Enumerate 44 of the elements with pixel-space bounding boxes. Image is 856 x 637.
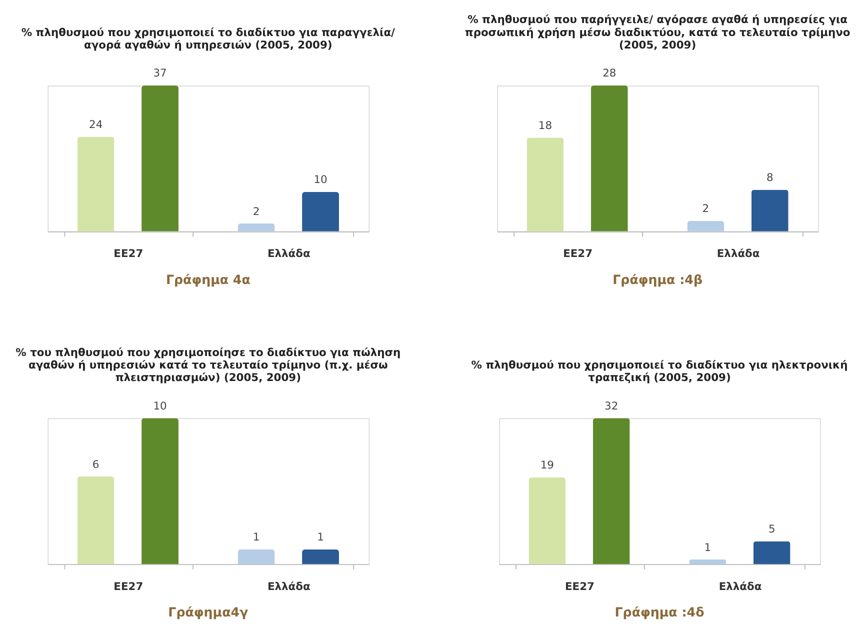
chart-title: % πληθυσμού που χρησιμοποιεί το διαδίκτυο για παραγγελία/ αγορά αγαθών ή υπηρεσιών (2005, 2009) — [21, 26, 396, 52]
data-label: 28 — [602, 66, 616, 80]
data-label: 6 — [92, 458, 100, 471]
data-label: 8 — [766, 170, 774, 184]
x-tick-label: ΕΕ27 — [565, 580, 594, 593]
data-label: 5 — [768, 522, 776, 536]
bar — [689, 560, 726, 564]
x-tick-label: ΕΕ27 — [563, 247, 593, 260]
data-label: 1 — [704, 540, 712, 554]
x-tick-label: ΕΕ27 — [114, 580, 144, 593]
x-tick-label: Ελλάδα — [716, 247, 760, 260]
chart-title: % του πληθυσμού που χρησιμοποίησε το διαδίκτυο για πώληση αγαθών ή υπηρεσιών κατά το τελευταίο τρίμηνο (π.χ. μέσω πλειστηριασμών) (2005, 2009) — [16, 346, 401, 384]
x-tick-label: ΕΕ27 — [114, 247, 144, 260]
text: Γράφημα :4β — [612, 272, 702, 287]
x-tick-label: Ελλάδα — [718, 580, 762, 593]
bar — [592, 418, 630, 564]
data-label: 32 — [604, 399, 618, 412]
bar — [528, 477, 566, 564]
chart-title: % πληθυσμού που χρησιμοποιεί το διαδίκτυο για ηλεκτρονική τραπεζική (2005, 2009) — [471, 358, 848, 384]
bar — [687, 220, 724, 232]
data-label: 10 — [153, 399, 168, 412]
data-label: 1 — [252, 530, 260, 544]
text: Γράφημα4γ — [168, 604, 249, 620]
x-tick-label: Ελλάδα — [267, 247, 310, 260]
data-label: 2 — [252, 204, 260, 218]
bar — [77, 136, 114, 232]
chart-title: % πληθυσμού που παρήγγειλε/ αγόρασε αγαθά ή υπηρεσίες για προσωπική χρήση μέσω διαδικτύου, κατά το τελευταίο τρίμηνο (2005, 2009) — [464, 13, 850, 52]
bar — [526, 138, 564, 232]
bar — [238, 224, 275, 232]
bar — [590, 85, 628, 232]
bar — [142, 85, 178, 232]
data-label: 37 — [153, 66, 167, 80]
data-label: 1 — [317, 530, 324, 544]
bar — [753, 541, 790, 564]
data-label: 24 — [89, 118, 103, 131]
x-tick-label: Ελλάδα — [267, 580, 310, 593]
data-label: 18 — [538, 118, 552, 132]
text: Γράφημα :4δ — [614, 604, 705, 620]
data-label: 2 — [702, 202, 710, 216]
data-label: 19 — [540, 458, 554, 472]
data-label: 10 — [314, 173, 328, 186]
text: Γράφημα 4α — [166, 272, 251, 287]
bar — [751, 190, 788, 232]
bar — [302, 192, 339, 232]
